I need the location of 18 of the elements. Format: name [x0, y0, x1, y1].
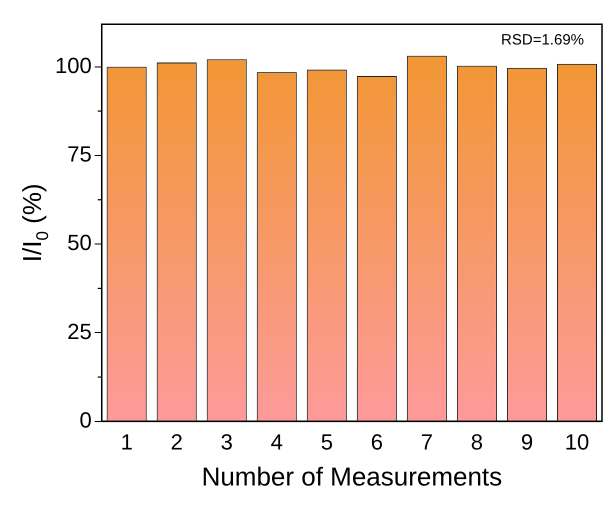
x-tick-label: 10 [564, 430, 590, 455]
y-tick-label: 50 [67, 230, 92, 256]
y-tick-label: 75 [67, 141, 92, 166]
x-tick-label: 2 [170, 430, 183, 455]
x-axis-title: Number of Measurements [202, 462, 502, 492]
y-tick-label: 100 [54, 52, 92, 78]
x-tick-label: 9 [520, 430, 534, 455]
x-tick-label: 8 [470, 430, 484, 455]
annotation: RSD=1.69% [501, 31, 584, 48]
y-tick-label: 25 [67, 318, 92, 344]
x-tick-label: 1 [120, 430, 133, 455]
x-tick-label: 6 [370, 430, 383, 455]
x-tick-label: 5 [320, 430, 333, 455]
y-tick-label: 0 [79, 407, 92, 432]
x-tick-label: 4 [270, 430, 283, 455]
x-tick-label: 3 [220, 430, 233, 455]
x-tick-label: 7 [420, 430, 434, 455]
y-axis-title: I/I0 (%) [17, 183, 52, 262]
